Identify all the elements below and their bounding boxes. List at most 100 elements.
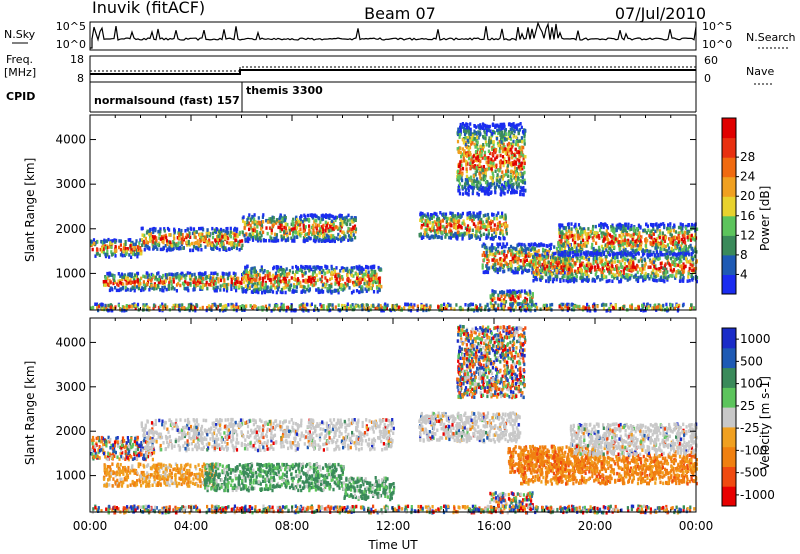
power-cell — [501, 230, 504, 235]
power-cell — [228, 272, 231, 276]
power-cell — [357, 282, 360, 286]
power-cell — [256, 233, 259, 237]
power-cell — [272, 222, 275, 227]
power-cell — [424, 222, 427, 226]
power-cell — [669, 274, 672, 278]
power-cell — [686, 235, 689, 240]
power-cell — [100, 249, 103, 254]
power-cell — [372, 272, 375, 277]
power-cell — [219, 243, 222, 248]
power-cell — [489, 129, 492, 133]
power-cell — [648, 251, 651, 256]
power-cell — [616, 223, 619, 227]
power-cell — [224, 230, 227, 234]
power-cell — [304, 271, 307, 275]
power-cell — [322, 228, 325, 232]
power-cell — [626, 278, 629, 282]
power-cell — [338, 214, 341, 218]
power-cell — [321, 238, 324, 243]
power-cell — [439, 219, 442, 224]
power-cell — [274, 237, 278, 242]
power-cell — [643, 257, 646, 261]
power-cell — [519, 179, 522, 183]
power-cell — [329, 236, 332, 240]
power-cell — [175, 275, 178, 280]
power-cell — [528, 251, 531, 256]
power-cell — [335, 266, 338, 270]
power-cell — [163, 234, 166, 239]
power-cell — [233, 285, 236, 290]
power-cell — [510, 161, 513, 166]
power-cell — [671, 262, 674, 266]
power-cell — [193, 272, 196, 277]
power-cell — [269, 217, 272, 221]
power-cell — [182, 236, 185, 240]
power-cell — [225, 283, 228, 287]
power-cell — [565, 239, 568, 243]
power-cell — [498, 168, 501, 172]
power-cell — [479, 226, 482, 230]
power-cell — [196, 282, 199, 287]
power-band-8 — [557, 222, 699, 257]
power-cell — [491, 147, 494, 151]
power-cell — [590, 245, 593, 250]
power-cell — [523, 259, 526, 264]
power-cell — [693, 254, 696, 258]
power-cell — [593, 231, 596, 235]
power-cell — [299, 280, 302, 285]
power-cell — [667, 230, 670, 234]
power-cell — [600, 274, 603, 278]
power-cell — [611, 272, 614, 277]
power-cell — [101, 241, 104, 245]
power-cell — [275, 275, 278, 279]
power-cell — [610, 225, 613, 229]
power-cell — [427, 217, 430, 222]
power-cell — [105, 279, 108, 284]
power-cell — [307, 217, 311, 222]
power-cell — [691, 263, 694, 268]
power-cell — [367, 287, 370, 292]
power-cell — [498, 223, 501, 228]
power-cell — [216, 285, 219, 290]
power-cell — [158, 241, 161, 245]
power-cell — [132, 242, 135, 247]
power-cell — [544, 248, 547, 253]
power-cell — [665, 249, 668, 253]
power-cell — [503, 256, 506, 260]
power-cell — [367, 285, 370, 289]
power-band-0 — [90, 237, 143, 259]
power-cell — [555, 277, 558, 282]
power-cell — [664, 262, 667, 266]
power-cell — [655, 274, 658, 279]
power-cell — [257, 287, 260, 292]
power-cell — [606, 262, 609, 267]
power-cell — [436, 226, 439, 231]
power-cell — [505, 227, 508, 232]
power-cell — [511, 174, 514, 178]
power-cell — [253, 273, 256, 277]
power-cell — [262, 213, 265, 217]
power-cell — [304, 232, 308, 236]
power-cell — [650, 275, 653, 279]
power-cell — [213, 244, 216, 248]
power-cell — [469, 213, 472, 217]
power-cell — [476, 214, 479, 219]
power-cell — [547, 278, 550, 282]
power-cell — [324, 238, 328, 243]
power-cell — [290, 228, 293, 232]
power-cell — [502, 253, 506, 257]
power-cell — [569, 262, 572, 267]
power-cell — [312, 226, 315, 231]
power-cell — [361, 277, 364, 282]
power-cell — [361, 289, 364, 294]
power-cell — [629, 265, 632, 269]
power-cell — [573, 245, 576, 249]
power-cell — [313, 283, 316, 287]
power-cell — [245, 288, 248, 293]
power-cell — [191, 241, 194, 246]
power-cell — [480, 233, 483, 238]
power-cell — [502, 142, 505, 147]
power-cell — [364, 269, 368, 273]
power-cell — [326, 221, 330, 226]
power-cell — [229, 241, 232, 245]
